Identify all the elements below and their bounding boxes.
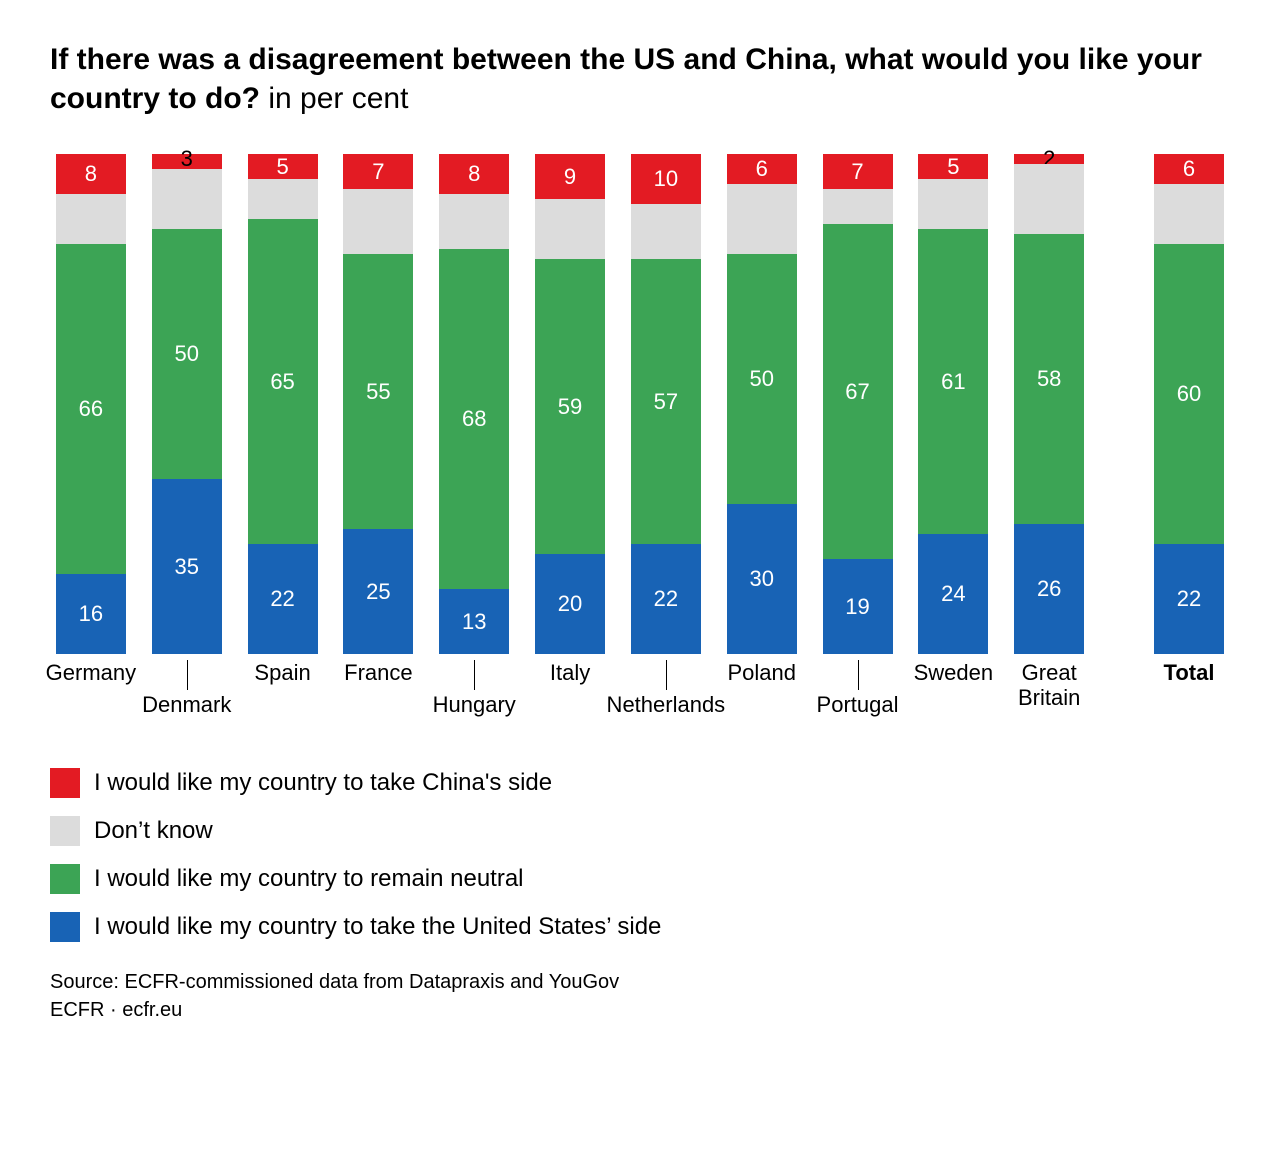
segment-us: 25 bbox=[343, 529, 413, 654]
segment-dont_know bbox=[1154, 184, 1224, 244]
legend-label: Don’t know bbox=[94, 817, 213, 845]
segment-neutral: 59 bbox=[535, 259, 605, 554]
segment-neutral: 68 bbox=[439, 249, 509, 589]
bar-country: 5 6124 Sweden bbox=[912, 154, 994, 738]
segment-dont_know bbox=[56, 194, 126, 244]
bar-country: 105722Netherlands bbox=[625, 154, 707, 738]
segment-dont_know bbox=[631, 204, 701, 259]
segment-us: 35 bbox=[152, 479, 222, 654]
bar-country: 2 5826 GreatBritain bbox=[1008, 154, 1090, 738]
segment-us: 20 bbox=[535, 554, 605, 654]
axis-label: Italy bbox=[550, 660, 590, 685]
segment-china: 2 bbox=[1014, 154, 1084, 164]
title-unit: in per cent bbox=[260, 82, 408, 115]
axis-label: Denmark bbox=[142, 692, 231, 717]
segment-dont_know bbox=[727, 184, 797, 254]
segment-dont_know bbox=[918, 179, 988, 229]
axis-tick bbox=[858, 660, 859, 690]
segment-neutral: 66 bbox=[56, 244, 126, 574]
bar-country: 5 6522 Spain bbox=[242, 154, 324, 738]
source-block: Source: ECFR-commissioned data from Data… bbox=[50, 968, 1230, 1024]
legend-swatch bbox=[50, 816, 80, 846]
segment-us: 22 bbox=[631, 544, 701, 654]
segment-neutral: 65 bbox=[248, 219, 318, 544]
segment-us: 22 bbox=[1154, 544, 1224, 654]
segment-dont_know bbox=[1014, 164, 1084, 234]
legend-item: I would like my country to take China's … bbox=[50, 768, 1230, 798]
segment-dont_know bbox=[248, 179, 318, 219]
legend-item: I would like my country to take the Unit… bbox=[50, 912, 1230, 942]
legend-label: I would like my country to take the Unit… bbox=[94, 913, 661, 941]
legend-swatch bbox=[50, 768, 80, 798]
legend: I would like my country to take China's … bbox=[50, 768, 1230, 942]
legend-label: I would like my country to take China's … bbox=[94, 769, 552, 797]
segment-china: 10 bbox=[631, 154, 701, 204]
segment-us: 26 bbox=[1014, 524, 1084, 654]
segment-neutral: 58 bbox=[1014, 234, 1084, 524]
legend-item: I would like my country to remain neutra… bbox=[50, 864, 1230, 894]
segment-us: 16 bbox=[56, 574, 126, 654]
segment-china: 5 bbox=[248, 154, 318, 179]
segment-neutral: 57 bbox=[631, 259, 701, 544]
segment-us: 30 bbox=[727, 504, 797, 654]
bar-country: 7 5525 France bbox=[337, 154, 419, 738]
segment-neutral: 55 bbox=[343, 254, 413, 529]
axis-label: Netherlands bbox=[607, 692, 726, 717]
bar-total: 6 6022 Total bbox=[1148, 154, 1230, 738]
segment-dont_know bbox=[152, 169, 222, 229]
axis-label: Spain bbox=[254, 660, 310, 685]
axis-label: Germany bbox=[46, 660, 136, 685]
segment-china: 6 bbox=[1154, 154, 1224, 184]
source-line: ECFR · ecfr.eu bbox=[50, 996, 1230, 1024]
segment-china: 7 bbox=[823, 154, 893, 189]
legend-swatch bbox=[50, 864, 80, 894]
axis-tick bbox=[666, 660, 667, 690]
bar-country: 86616Germany bbox=[50, 154, 132, 738]
segment-neutral: 61 bbox=[918, 229, 988, 534]
legend-swatch bbox=[50, 912, 80, 942]
axis-label: Total bbox=[1164, 660, 1215, 685]
axis-label: France bbox=[344, 660, 412, 685]
legend-label: I would like my country to remain neutra… bbox=[94, 865, 524, 893]
bar-country: 35035Denmark bbox=[146, 154, 228, 738]
segment-dont_know bbox=[535, 199, 605, 259]
segment-dont_know bbox=[823, 189, 893, 224]
source-line: Source: ECFR-commissioned data from Data… bbox=[50, 968, 1230, 996]
segment-china: 6 bbox=[727, 154, 797, 184]
segment-neutral: 60 bbox=[1154, 244, 1224, 544]
stacked-bar-chart: 86616Germany35035Denmark56522Spain75525F… bbox=[50, 158, 1230, 738]
segment-china: 3 bbox=[152, 154, 222, 169]
bar-country: 9 5920 Italy bbox=[529, 154, 611, 738]
segment-neutral: 50 bbox=[727, 254, 797, 504]
chart-title: If there was a disagreement between the … bbox=[50, 40, 1230, 118]
bar-country: 7 6719 Portugal bbox=[817, 154, 899, 738]
segment-us: 13 bbox=[439, 589, 509, 654]
segment-dont_know bbox=[439, 194, 509, 249]
segment-neutral: 67 bbox=[823, 224, 893, 559]
legend-item: Don’t know bbox=[50, 816, 1230, 846]
segment-china: 9 bbox=[535, 154, 605, 199]
axis-label: Portugal bbox=[817, 692, 899, 717]
axis-tick bbox=[187, 660, 188, 690]
bar-country: 8 6813 Hungary bbox=[433, 154, 515, 738]
segment-neutral: 50 bbox=[152, 229, 222, 479]
axis-label: Sweden bbox=[914, 660, 994, 685]
segment-china: 8 bbox=[56, 154, 126, 194]
segment-us: 24 bbox=[918, 534, 988, 654]
segment-china: 8 bbox=[439, 154, 509, 194]
axis-label: GreatBritain bbox=[1018, 660, 1080, 711]
segment-us: 22 bbox=[248, 544, 318, 654]
segment-china: 7 bbox=[343, 154, 413, 189]
segment-us: 19 bbox=[823, 559, 893, 654]
bar-country: 6 5030 Poland bbox=[721, 154, 803, 738]
axis-label: Poland bbox=[727, 660, 796, 685]
segment-dont_know bbox=[343, 189, 413, 254]
title-bold: If there was a disagreement between the … bbox=[50, 43, 1202, 115]
axis-label: Hungary bbox=[433, 692, 516, 717]
axis-tick bbox=[474, 660, 475, 690]
segment-china: 5 bbox=[918, 154, 988, 179]
